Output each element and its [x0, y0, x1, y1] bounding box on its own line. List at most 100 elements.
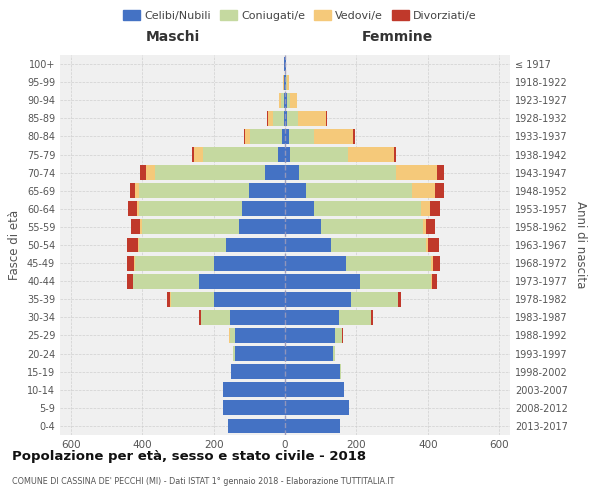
- Bar: [314, 202, 421, 216]
- Bar: [285, 418, 340, 434]
- Bar: [284, 56, 285, 72]
- Bar: [282, 129, 285, 144]
- Bar: [422, 220, 426, 234]
- Bar: [223, 400, 285, 415]
- Bar: [244, 129, 245, 144]
- Bar: [127, 274, 133, 288]
- Y-axis label: Fasce di età: Fasce di età: [8, 210, 21, 280]
- Bar: [321, 220, 422, 234]
- Bar: [242, 202, 285, 216]
- Bar: [285, 292, 351, 306]
- Bar: [192, 147, 194, 162]
- Bar: [284, 111, 285, 126]
- Bar: [214, 292, 285, 306]
- Bar: [142, 220, 239, 234]
- Bar: [287, 93, 290, 108]
- Bar: [285, 220, 321, 234]
- Bar: [284, 93, 285, 108]
- Bar: [245, 129, 250, 144]
- Bar: [394, 147, 396, 162]
- Bar: [137, 238, 139, 252]
- Bar: [134, 256, 135, 270]
- Bar: [268, 111, 273, 126]
- Bar: [281, 93, 284, 108]
- Bar: [130, 184, 135, 198]
- Bar: [426, 238, 428, 252]
- Bar: [233, 346, 235, 361]
- Bar: [133, 274, 199, 288]
- Bar: [199, 274, 285, 288]
- Bar: [333, 346, 335, 361]
- Bar: [230, 328, 235, 343]
- Bar: [426, 220, 435, 234]
- Bar: [201, 310, 230, 325]
- Bar: [353, 129, 355, 144]
- Bar: [326, 111, 327, 126]
- Bar: [338, 310, 371, 325]
- Bar: [140, 165, 146, 180]
- Bar: [199, 310, 201, 325]
- Bar: [167, 292, 170, 306]
- Bar: [232, 364, 285, 379]
- Bar: [235, 346, 285, 361]
- Bar: [287, 74, 289, 90]
- Bar: [428, 238, 439, 252]
- Bar: [135, 256, 214, 270]
- Bar: [203, 147, 278, 162]
- Bar: [146, 165, 155, 180]
- Bar: [267, 111, 268, 126]
- Bar: [437, 165, 444, 180]
- Bar: [127, 238, 137, 252]
- Bar: [346, 256, 431, 270]
- Bar: [140, 220, 142, 234]
- Bar: [285, 56, 286, 72]
- Bar: [285, 238, 331, 252]
- Bar: [285, 74, 286, 90]
- Bar: [139, 184, 249, 198]
- Bar: [285, 328, 335, 343]
- Bar: [285, 129, 289, 144]
- Bar: [421, 202, 430, 216]
- Bar: [433, 256, 440, 270]
- Text: Femmine: Femmine: [362, 30, 433, 44]
- Bar: [137, 202, 139, 216]
- Bar: [283, 74, 284, 90]
- Bar: [128, 202, 137, 216]
- Text: Maschi: Maschi: [145, 30, 200, 44]
- Bar: [435, 184, 444, 198]
- Bar: [279, 93, 281, 108]
- Bar: [290, 147, 347, 162]
- Bar: [194, 147, 203, 162]
- Bar: [226, 238, 285, 252]
- Text: Popolazione per età, sesso e stato civile - 2018: Popolazione per età, sesso e stato civil…: [12, 450, 366, 463]
- Bar: [285, 165, 299, 180]
- Bar: [285, 147, 290, 162]
- Bar: [285, 256, 346, 270]
- Y-axis label: Anni di nascita: Anni di nascita: [574, 202, 587, 288]
- Bar: [155, 165, 265, 180]
- Bar: [171, 292, 214, 306]
- Bar: [285, 310, 338, 325]
- Bar: [287, 111, 298, 126]
- Bar: [239, 220, 285, 234]
- Bar: [230, 310, 285, 325]
- Bar: [285, 202, 314, 216]
- Bar: [139, 238, 226, 252]
- Bar: [371, 310, 373, 325]
- Bar: [285, 93, 287, 108]
- Bar: [278, 147, 285, 162]
- Bar: [360, 274, 431, 288]
- Bar: [298, 111, 326, 126]
- Bar: [131, 220, 140, 234]
- Bar: [223, 382, 285, 397]
- Bar: [290, 93, 297, 108]
- Bar: [314, 129, 353, 144]
- Text: COMUNE DI CASSINA DE' PECCHI (MI) - Dati ISTAT 1° gennaio 2018 - Elaborazione TU: COMUNE DI CASSINA DE' PECCHI (MI) - Dati…: [12, 478, 394, 486]
- Bar: [289, 129, 314, 144]
- Bar: [335, 328, 342, 343]
- Bar: [273, 111, 284, 126]
- Bar: [285, 346, 333, 361]
- Bar: [284, 74, 285, 90]
- Bar: [347, 147, 394, 162]
- Bar: [285, 364, 340, 379]
